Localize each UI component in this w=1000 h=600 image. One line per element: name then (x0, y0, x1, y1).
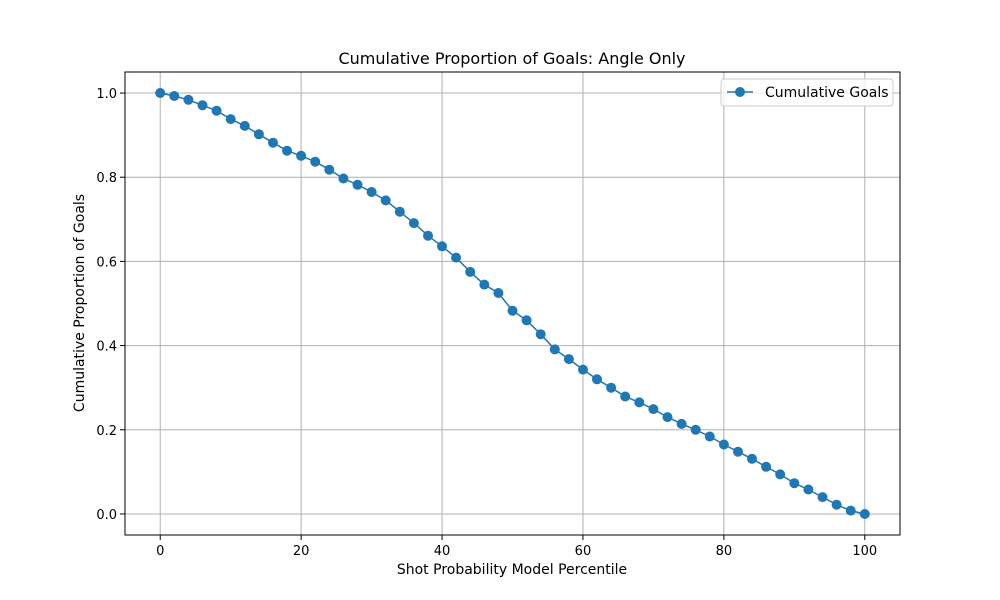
data-point (451, 252, 462, 263)
data-point (733, 446, 743, 457)
data-point (394, 206, 405, 217)
data-point (803, 484, 814, 495)
data-point (296, 150, 307, 161)
chart-title: Cumulative Proportion of Goals: Angle On… (338, 49, 685, 68)
x-tick-label: 20 (293, 544, 310, 559)
data-point (253, 129, 264, 140)
data-point (366, 187, 377, 197)
data-point (507, 305, 518, 316)
data-point (747, 453, 757, 464)
data-point (380, 195, 391, 206)
legend-label: Cumulative Goals (765, 85, 889, 101)
data-point (592, 374, 602, 385)
x-tick-label: 100 (852, 544, 877, 559)
x-tick-label: 0 (156, 544, 164, 559)
data-point (423, 230, 433, 241)
data-point (338, 173, 349, 184)
data-point (549, 344, 560, 355)
data-point (310, 156, 321, 167)
y-tick-label: 0.0 (96, 508, 117, 523)
legend-marker-swatch (735, 87, 745, 97)
data-point (183, 94, 194, 105)
y-tick-label: 0.8 (96, 171, 117, 186)
data-point (648, 404, 659, 415)
data-point (620, 391, 631, 402)
y-tick-label: 1.0 (96, 87, 117, 102)
data-point (690, 424, 701, 435)
grid-lines (125, 72, 900, 535)
data-point (408, 218, 419, 229)
data-point (197, 100, 208, 111)
data-point (324, 164, 335, 175)
data-point (634, 397, 645, 408)
data-point (352, 179, 363, 190)
y-tick-label: 0.2 (96, 424, 117, 439)
data-point (479, 279, 490, 290)
x-tick-label: 40 (434, 544, 451, 559)
axis-ticks: 0 20 40 60 80 100 0.0 0.2 0.4 0.6 0.8 1.0 (96, 87, 877, 559)
data-point (239, 120, 250, 131)
data-point (535, 329, 546, 340)
data-point (606, 382, 617, 393)
data-point (465, 266, 476, 277)
data-point (437, 241, 447, 252)
data-point (268, 137, 278, 148)
data-point (578, 364, 588, 375)
data-point (718, 439, 729, 450)
data-series (155, 88, 870, 519)
data-point (521, 315, 532, 326)
data-point (789, 478, 800, 489)
data-point (169, 91, 180, 101)
data-point (662, 412, 673, 423)
y-axis-title: Cumulative Proportion of Goals (72, 194, 88, 412)
data-point (676, 418, 687, 429)
x-tick-label: 80 (716, 544, 733, 559)
data-point (817, 492, 828, 503)
data-point (563, 354, 574, 365)
data-point (831, 499, 842, 510)
data-point (225, 114, 236, 125)
data-point (282, 145, 292, 156)
data-point (493, 288, 504, 298)
plot-frame (124, 71, 901, 536)
y-tick-label: 0.6 (96, 255, 117, 270)
data-point (845, 505, 856, 516)
data-point (859, 509, 870, 519)
legend-box (720, 78, 894, 107)
legend: Cumulative Goals (720, 78, 894, 107)
y-tick-label: 0.4 (96, 340, 117, 355)
x-tick-label: 60 (575, 544, 592, 559)
data-point (155, 88, 166, 98)
data-point (761, 461, 772, 472)
data-point (211, 105, 222, 116)
x-axis-title: Shot Probability Model Percentile (397, 562, 627, 578)
data-point (704, 431, 715, 442)
data-point (775, 469, 786, 480)
